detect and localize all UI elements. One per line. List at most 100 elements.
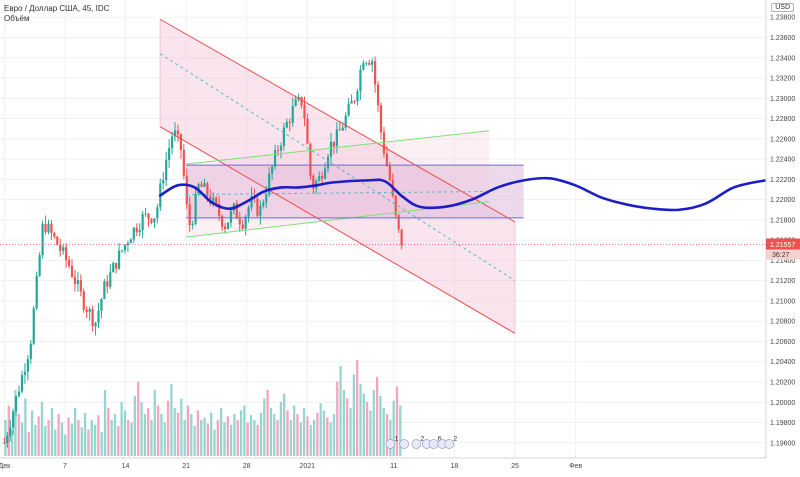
volume-bar — [269, 408, 273, 456]
volume-bar — [10, 429, 14, 456]
volume-bar — [379, 396, 382, 456]
volume-bar — [210, 412, 213, 456]
candle-body — [371, 61, 374, 65]
currency-badge[interactable]: USD — [771, 3, 794, 12]
candle-body — [215, 197, 218, 205]
volume-bar — [206, 423, 210, 456]
candle-body — [309, 143, 312, 176]
candle-body — [112, 262, 115, 273]
event-count: 6 — [438, 436, 442, 443]
volume-bar — [219, 408, 223, 456]
volume-bar — [20, 422, 24, 456]
candle-body — [91, 309, 94, 327]
candle-body — [162, 180, 165, 184]
volume-bar — [143, 414, 147, 456]
candle-body — [65, 247, 68, 260]
candle-body — [170, 136, 174, 149]
candle-body — [79, 280, 82, 292]
event-count: 2 — [453, 436, 457, 443]
candle-body — [106, 281, 109, 287]
volume-bar — [273, 414, 276, 456]
volume-bar — [137, 381, 140, 456]
candle-body — [44, 223, 47, 233]
volume-bar — [309, 424, 312, 456]
price-tick-label: 1.19600 — [770, 440, 795, 447]
volume-bar — [24, 398, 27, 456]
candle-body — [200, 184, 203, 187]
time-tick-label: 18 — [451, 463, 459, 470]
candle-body — [376, 84, 380, 106]
volume-bar — [103, 390, 107, 456]
candle-body — [282, 127, 285, 146]
volume-bar — [173, 408, 176, 456]
price-tick-label: 1.20000 — [770, 400, 795, 407]
volume-bars — [4, 360, 402, 456]
price-tick-label: 1.22200 — [770, 177, 795, 184]
price-axis-bg — [766, 0, 800, 472]
volume-bar — [113, 414, 117, 456]
time-tick-label: 14 — [122, 463, 130, 470]
price-tick-label: 1.22800 — [770, 116, 795, 123]
candle-body — [203, 183, 206, 187]
price-tick-label: 1.20200 — [770, 380, 795, 387]
volume-bar — [160, 414, 163, 456]
candle-body — [147, 213, 150, 219]
time-tick-label: 2021 — [299, 463, 315, 470]
event-flag-icon — [444, 439, 455, 449]
symbol-title[interactable]: Евро / Доллар США, 45, IDC — [4, 4, 110, 13]
volume-bar — [93, 424, 97, 456]
volume-bar — [349, 408, 352, 456]
volume-bar — [346, 398, 349, 456]
price-tick-label: 1.22000 — [770, 197, 795, 204]
volume-indicator-label[interactable]: Объём — [4, 14, 30, 23]
volume-bar — [4, 420, 7, 456]
candle-body — [156, 207, 159, 219]
candle-body — [303, 105, 306, 119]
volume-bar — [392, 400, 395, 456]
volume-bar — [375, 376, 379, 456]
countdown-value: 36:27 — [772, 252, 790, 259]
volume-bar — [163, 422, 166, 456]
time-tick-label: 7 — [63, 463, 67, 470]
candle-body — [238, 218, 241, 225]
candle-body — [56, 236, 59, 245]
volume-bar — [236, 420, 239, 456]
candle-body — [323, 168, 327, 179]
candle-body — [265, 194, 268, 203]
forecast-line — [158, 176, 768, 212]
candle-body — [50, 223, 53, 233]
time-tick-label: 21 — [182, 463, 190, 470]
price-tick-label: 1.23800 — [770, 15, 795, 22]
candle-body — [76, 280, 79, 284]
volume-bar — [153, 390, 156, 456]
candle-body — [53, 232, 56, 237]
candle-body — [321, 175, 324, 179]
candle-body — [103, 281, 106, 299]
price-tick-label: 1.23000 — [770, 96, 795, 103]
volume-bar — [67, 417, 70, 456]
candle-body — [212, 197, 215, 204]
candle-body — [347, 103, 350, 116]
volume-bar — [170, 384, 173, 456]
volume-bar — [156, 405, 160, 456]
candle-body — [47, 223, 50, 233]
candle-body — [332, 141, 336, 147]
volume-bar — [140, 402, 143, 456]
volume-bar — [356, 360, 359, 456]
volume-bar — [263, 398, 266, 456]
event-flag-icon — [385, 439, 396, 449]
candle-body — [132, 227, 135, 240]
candle-body — [276, 150, 280, 151]
candle-body — [32, 308, 35, 344]
volume-bar — [44, 426, 47, 456]
volume-bar — [302, 408, 306, 456]
volume-bar — [216, 420, 219, 456]
candle-body — [341, 127, 344, 131]
volume-bar — [382, 408, 385, 456]
candle-body — [235, 203, 238, 219]
volume-bar — [77, 420, 80, 456]
volume-bar — [365, 402, 369, 456]
